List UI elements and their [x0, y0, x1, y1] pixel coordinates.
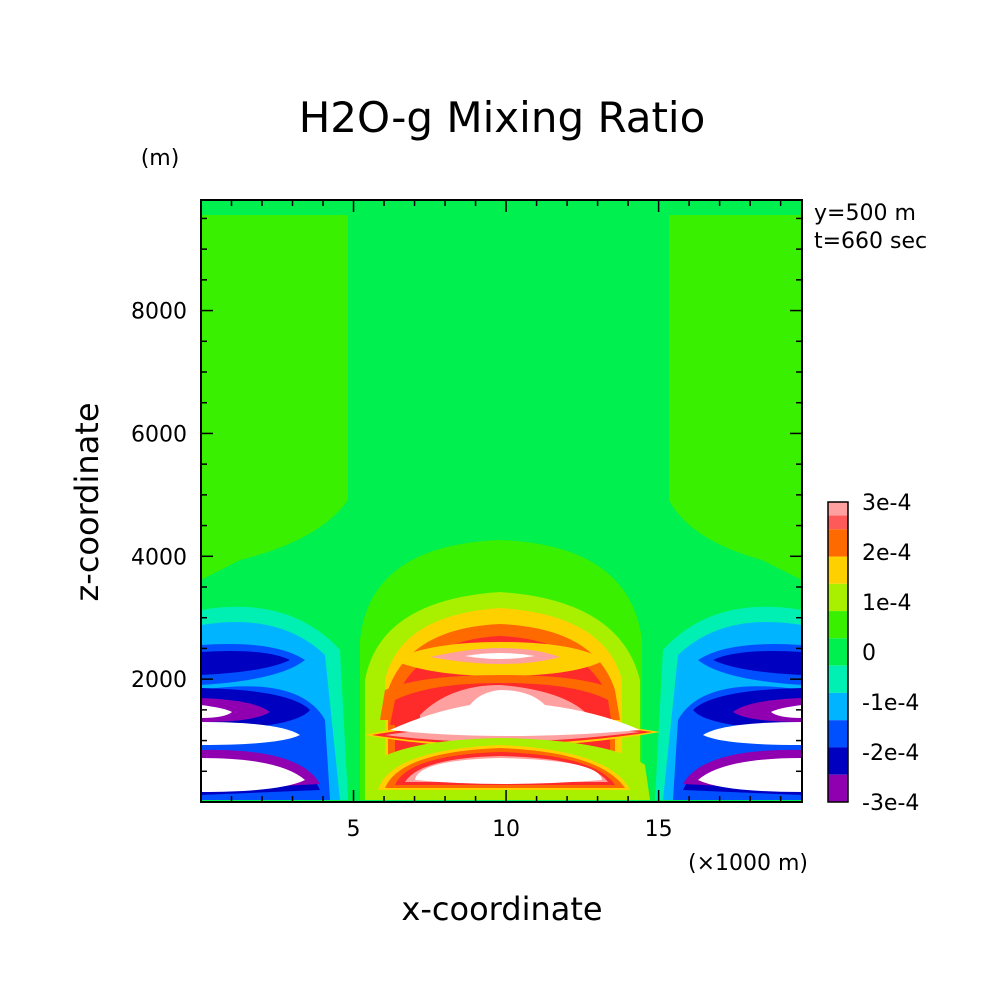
contour-center-extreme-mid: [390, 690, 640, 736]
colorbar-swatch: [828, 638, 848, 666]
colorbar-level-label: -2e-4: [862, 741, 919, 766]
colorbar-swatch: [828, 529, 848, 557]
contour-left-extreme-2: [201, 722, 300, 745]
contour-field: [201, 200, 802, 802]
colorbar-swatch: [828, 747, 848, 775]
contour-left-extreme-3: [201, 758, 305, 792]
colorbar-swatch: [828, 583, 848, 612]
colorbar: 3e-4 2e-4 1e-4 0 -1e-4 -2e-4 -3e-4: [827, 491, 919, 816]
colorbar-swatch: [828, 556, 848, 584]
colorbar-level-label: -3e-4: [862, 791, 919, 816]
x-tick-label: 15: [645, 817, 673, 842]
y-tick-label: 4000: [131, 545, 187, 570]
colorbar-level-label: 0: [862, 641, 876, 666]
colorbar-swatch: [828, 611, 848, 639]
colorbar-frame: [827, 501, 849, 803]
x-tick-label: 5: [347, 817, 361, 842]
y-tick-label: 2000: [131, 668, 187, 693]
colorbar-swatch: [828, 665, 848, 693]
colorbar-level-label: 3e-4: [862, 491, 911, 516]
chart-title: H2O-g Mixing Ratio: [299, 93, 706, 142]
y-axis: 2000 4000 6000 8000: [131, 217, 802, 773]
contour-right-navy: [713, 651, 802, 675]
colorbar-level-label: -1e-4: [862, 691, 919, 716]
colorbar-swatch: [828, 774, 848, 802]
contour-center-extreme-upper: [465, 653, 535, 659]
colorbar-swatch: [828, 720, 848, 748]
colorbar-swatch: [828, 692, 848, 721]
contour-right-extreme-1: [771, 705, 802, 718]
y-tick-label: 6000: [131, 422, 187, 447]
x-tick-label: 10: [492, 817, 520, 842]
y-tick-label: 8000: [131, 300, 187, 325]
x-unit-label: (×1000 m): [688, 851, 808, 876]
contour-right-extreme-2: [703, 722, 802, 745]
contour-upper-right: [669, 215, 802, 580]
annotation-y: y=500 m: [814, 201, 916, 226]
plot-frame: [200, 199, 803, 803]
x-axis: 5 10 15: [230, 200, 782, 842]
x-axis-label: x-coordinate: [401, 890, 602, 928]
colorbar-top-cap: [828, 502, 848, 516]
annotation-t: t=660 sec: [814, 229, 927, 254]
contour-left-navy: [201, 651, 290, 675]
colorbar-level-label: 2e-4: [862, 541, 911, 566]
contour-center-extreme-lower: [415, 758, 602, 784]
y-unit-label: (m): [141, 146, 180, 171]
contour-right-extreme-3: [698, 758, 802, 792]
contour-upper-left: [201, 215, 348, 580]
contour-left-extreme-1: [201, 705, 232, 718]
colorbar-level-label: 1e-4: [862, 591, 911, 616]
y-axis-label: z-coordinate: [68, 402, 106, 601]
